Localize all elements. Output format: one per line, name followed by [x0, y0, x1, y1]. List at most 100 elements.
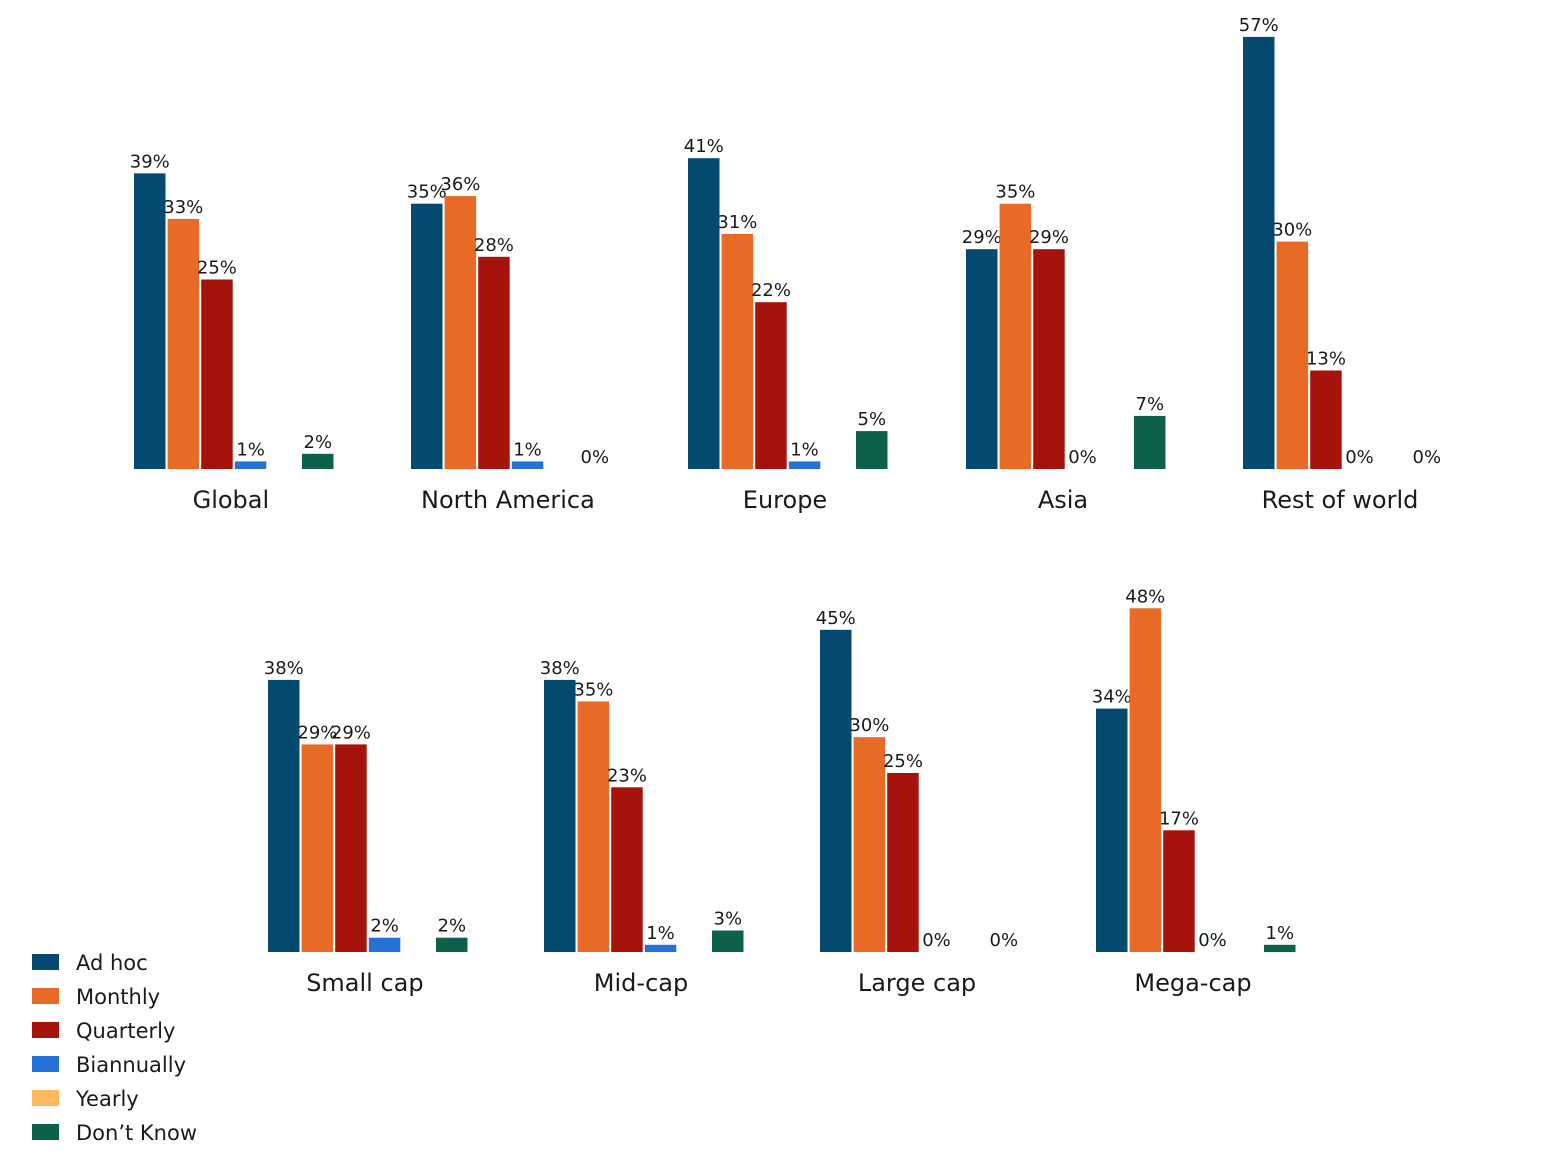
category-label-small-cap: Small cap	[306, 969, 423, 997]
bar-group-mega-cap: 34% 48% 17% 0% 1% Mega-cap	[1092, 586, 1296, 997]
bar-group-rest-of-world: 57% 30% 13% 0% 0% Rest of world	[1239, 15, 1441, 514]
category-label-mega-cap: Mega-cap	[1134, 969, 1251, 997]
data-label-monthly-mid-cap: 35%	[573, 679, 613, 700]
data-label-quarterly-mega-cap: 17%	[1159, 808, 1199, 829]
category-label-rest-of-world: Rest of world	[1262, 486, 1419, 514]
data-label-don-t-know-mega-cap: 1%	[1266, 923, 1295, 944]
data-label-ad-hoc-small-cap: 38%	[264, 658, 304, 679]
data-label-ad-hoc-europe: 41%	[684, 136, 724, 157]
data-label-biannually-small-cap: 2%	[370, 916, 399, 937]
legend-swatch-quarterly	[32, 1022, 59, 1038]
bar-quarterly-asia	[1033, 249, 1065, 469]
bar-quarterly-mid-cap	[611, 787, 643, 952]
bar-monthly-north-america	[444, 196, 477, 469]
data-label-biannually-global: 1%	[236, 439, 265, 460]
bar-monthly-small-cap	[301, 744, 334, 952]
bar-monthly-global	[167, 218, 200, 469]
data-label-monthly-north-america: 36%	[440, 174, 480, 195]
data-label-quarterly-asia: 29%	[1029, 227, 1069, 248]
category-label-large-cap: Large cap	[858, 969, 976, 997]
bar-don-t-know-small-cap	[436, 937, 468, 952]
bar-ad-hoc-small-cap	[268, 679, 300, 952]
legend-label-ad-hoc: Ad hoc	[76, 951, 148, 975]
bar-quarterly-small-cap	[335, 744, 367, 952]
bar-ad-hoc-large-cap	[820, 629, 852, 952]
bar-don-t-know-mega-cap	[1264, 944, 1296, 952]
data-label-ad-hoc-mid-cap: 38%	[540, 658, 580, 679]
bar-biannually-global	[234, 461, 267, 469]
category-label-north-america: North America	[421, 486, 595, 514]
data-label-ad-hoc-rest-of-world: 57%	[1239, 15, 1279, 36]
bar-monthly-rest-of-world	[1276, 241, 1309, 469]
legend-swatch-biannually	[32, 1056, 59, 1072]
bar-monthly-large-cap	[853, 737, 886, 952]
data-label-ad-hoc-large-cap: 45%	[816, 608, 856, 629]
legend-label-biannually: Biannually	[76, 1053, 186, 1077]
bar-monthly-mega-cap	[1129, 608, 1162, 952]
data-label-monthly-global: 33%	[163, 197, 203, 218]
data-label-ad-hoc-north-america: 35%	[407, 182, 447, 203]
bar-ad-hoc-north-america	[411, 203, 443, 469]
bar-group-north-america: 35%36% 28% 1% 0% North America	[407, 174, 609, 514]
data-label-ad-hoc-mega-cap: 34%	[1092, 687, 1132, 708]
bar-group-asia: 29% 35% 29% 0% 7% Asia	[962, 182, 1166, 514]
data-label-biannually-north-america: 1%	[513, 439, 542, 460]
data-label-don-t-know-north-america: 0%	[581, 447, 610, 468]
bar-ad-hoc-asia	[966, 249, 998, 469]
legend-label-yearly: Yearly	[75, 1087, 139, 1111]
legend-item-monthly: Monthly	[32, 985, 160, 1009]
legend-item-biannually: Biannually	[32, 1053, 186, 1077]
bar-biannually-small-cap	[368, 937, 401, 952]
data-label-ad-hoc-asia: 29%	[962, 227, 1002, 248]
legend-swatch-ad-hoc	[32, 954, 59, 970]
bar-ad-hoc-europe	[688, 158, 720, 469]
category-label-global: Global	[193, 486, 270, 514]
data-label-biannually-mega-cap: 0%	[1198, 930, 1227, 951]
legend-item-yearly: Yearly	[32, 1087, 139, 1111]
bar-monthly-mid-cap	[577, 701, 610, 952]
bar-group-large-cap: 45% 30% 25% 0% 0% Large cap	[816, 608, 1018, 997]
bar-don-t-know-global	[302, 453, 334, 469]
data-label-monthly-europe: 31%	[717, 212, 757, 233]
data-label-biannually-rest-of-world: 0%	[1345, 447, 1374, 468]
bar-group-europe: 41% 31% 22% 1% 5% Europe	[684, 136, 888, 514]
legend-swatch-don-t-know	[32, 1124, 59, 1140]
data-label-quarterly-mid-cap: 23%	[607, 765, 647, 786]
data-label-don-t-know-asia: 7%	[1136, 394, 1165, 415]
data-label-don-t-know-large-cap: 0%	[990, 930, 1019, 951]
bar-monthly-asia	[999, 203, 1032, 469]
legend-item-quarterly: Quarterly	[32, 1019, 175, 1043]
bar-group-small-cap: 38% 29%29% 2% 2% Small cap	[264, 658, 468, 997]
bar-quarterly-mega-cap	[1163, 830, 1195, 952]
data-label-monthly-rest-of-world: 30%	[1272, 220, 1312, 241]
data-label-quarterly-large-cap: 25%	[883, 751, 923, 772]
bar-ad-hoc-mid-cap	[544, 679, 576, 952]
bar-don-t-know-mid-cap	[712, 930, 744, 952]
data-label-don-t-know-europe: 5%	[858, 409, 887, 430]
data-label-biannually-asia: 0%	[1068, 447, 1097, 468]
bar-biannually-europe	[788, 461, 821, 469]
data-label-don-t-know-small-cap: 2%	[438, 916, 467, 937]
data-label-biannually-mid-cap: 1%	[646, 923, 675, 944]
bar-group-mid-cap: 38%35% 23% 1% 3% Mid-cap	[540, 658, 744, 997]
bar-biannually-north-america	[511, 461, 544, 469]
bar-monthly-europe	[721, 234, 754, 469]
data-label-monthly-asia: 35%	[995, 182, 1035, 203]
legend-item-don-t-know: Don’t Know	[32, 1121, 197, 1145]
bar-quarterly-europe	[755, 302, 787, 469]
legend-label-monthly: Monthly	[76, 985, 160, 1009]
data-label-quarterly-rest-of-world: 13%	[1306, 349, 1346, 370]
data-label-monthly-small-cap: 29%	[297, 722, 337, 743]
data-label-don-t-know-mid-cap: 3%	[714, 909, 743, 930]
bar-quarterly-north-america	[478, 256, 510, 469]
data-label-quarterly-small-cap: 29%	[331, 722, 371, 743]
data-label-quarterly-north-america: 28%	[474, 235, 514, 256]
chart-panel-2: 38%29%29%2% 2%Small cap38%35%23%1%3%Mid-c…	[264, 586, 1296, 997]
category-label-asia: Asia	[1038, 486, 1088, 514]
data-label-don-t-know-rest-of-world: 0%	[1413, 447, 1442, 468]
data-label-don-t-know-global: 2%	[304, 432, 333, 453]
bar-biannually-mid-cap	[644, 944, 677, 952]
